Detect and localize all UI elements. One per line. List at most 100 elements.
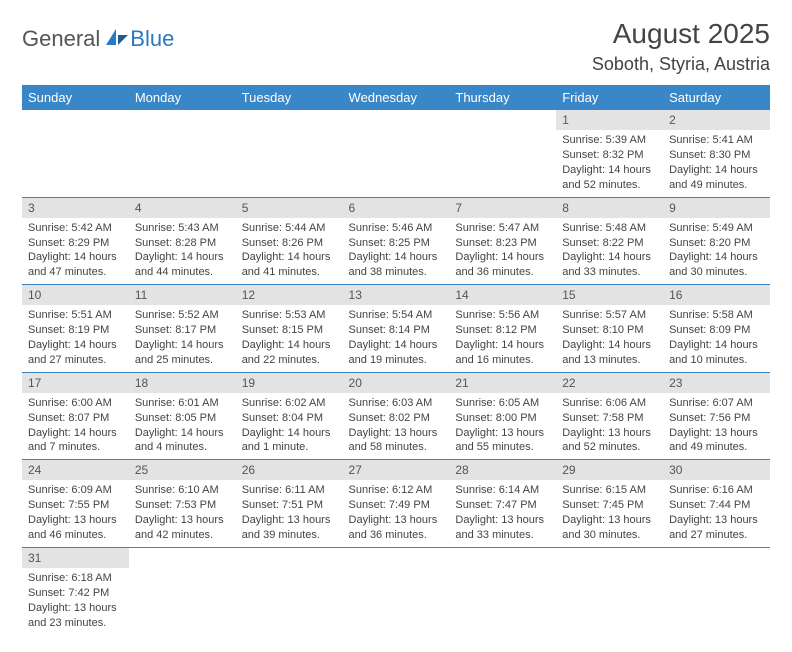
day-detail-line: Sunrise: 6:15 AM (562, 483, 657, 498)
day-detail-line: and 42 minutes. (135, 528, 230, 543)
day-detail-line: Sunset: 7:45 PM (562, 498, 657, 513)
calendar-day-cell (343, 110, 450, 197)
day-detail-line: Sunset: 8:32 PM (562, 148, 657, 163)
day-number: 23 (663, 373, 770, 393)
day-details: Sunrise: 5:56 AMSunset: 8:12 PMDaylight:… (449, 305, 556, 371)
day-details: Sunrise: 6:11 AMSunset: 7:51 PMDaylight:… (236, 480, 343, 546)
day-detail-line: and 47 minutes. (28, 265, 123, 280)
day-detail-line: Sunset: 8:07 PM (28, 411, 123, 426)
calendar-day-cell: 24Sunrise: 6:09 AMSunset: 7:55 PMDayligh… (22, 460, 129, 548)
day-details: Sunrise: 5:58 AMSunset: 8:09 PMDaylight:… (663, 305, 770, 371)
day-detail-line: Sunrise: 6:10 AM (135, 483, 230, 498)
calendar-day-cell (556, 547, 663, 634)
calendar-day-cell (449, 110, 556, 197)
page-title: August 2025 (592, 18, 770, 50)
day-detail-line: Sunset: 8:22 PM (562, 236, 657, 251)
weekday-header: Sunday (22, 85, 129, 110)
calendar-day-cell: 20Sunrise: 6:03 AMSunset: 8:02 PMDayligh… (343, 372, 450, 460)
logo-text-general: General (22, 26, 100, 52)
day-detail-line: Sunrise: 5:51 AM (28, 308, 123, 323)
day-details: Sunrise: 6:07 AMSunset: 7:56 PMDaylight:… (663, 393, 770, 459)
calendar-day-cell: 29Sunrise: 6:15 AMSunset: 7:45 PMDayligh… (556, 460, 663, 548)
day-number: 2 (663, 110, 770, 130)
day-detail-line: and 10 minutes. (669, 353, 764, 368)
day-detail-line: Daylight: 13 hours (562, 426, 657, 441)
day-detail-line: and 41 minutes. (242, 265, 337, 280)
day-details: Sunrise: 5:42 AMSunset: 8:29 PMDaylight:… (22, 218, 129, 284)
header: General Blue August 2025 Soboth, Styria,… (22, 18, 770, 75)
day-detail-line: Sunrise: 6:11 AM (242, 483, 337, 498)
day-number: 21 (449, 373, 556, 393)
day-number: 19 (236, 373, 343, 393)
day-details: Sunrise: 6:16 AMSunset: 7:44 PMDaylight:… (663, 480, 770, 546)
day-details: Sunrise: 5:53 AMSunset: 8:15 PMDaylight:… (236, 305, 343, 371)
day-detail-line: Daylight: 13 hours (349, 426, 444, 441)
day-detail-line: Sunset: 7:58 PM (562, 411, 657, 426)
day-details: Sunrise: 5:39 AMSunset: 8:32 PMDaylight:… (556, 130, 663, 196)
day-number: 9 (663, 198, 770, 218)
day-detail-line: Daylight: 14 hours (349, 250, 444, 265)
day-detail-line: Sunrise: 6:00 AM (28, 396, 123, 411)
day-number: 18 (129, 373, 236, 393)
day-detail-line: Daylight: 13 hours (135, 513, 230, 528)
calendar-day-cell: 3Sunrise: 5:42 AMSunset: 8:29 PMDaylight… (22, 197, 129, 285)
day-detail-line: Sunrise: 5:41 AM (669, 133, 764, 148)
day-number: 1 (556, 110, 663, 130)
day-detail-line: Sunset: 8:25 PM (349, 236, 444, 251)
day-detail-line: and 33 minutes. (455, 528, 550, 543)
day-detail-line: Sunrise: 5:44 AM (242, 221, 337, 236)
day-detail-line: and 25 minutes. (135, 353, 230, 368)
calendar-day-cell: 1Sunrise: 5:39 AMSunset: 8:32 PMDaylight… (556, 110, 663, 197)
calendar-day-cell: 27Sunrise: 6:12 AMSunset: 7:49 PMDayligh… (343, 460, 450, 548)
day-detail-line: Daylight: 13 hours (669, 513, 764, 528)
day-detail-line: Sunrise: 5:48 AM (562, 221, 657, 236)
calendar-table: SundayMondayTuesdayWednesdayThursdayFrid… (22, 85, 770, 634)
day-detail-line: Daylight: 13 hours (669, 426, 764, 441)
calendar-week-row: 17Sunrise: 6:00 AMSunset: 8:07 PMDayligh… (22, 372, 770, 460)
logo: General Blue (22, 26, 174, 52)
day-detail-line: Daylight: 14 hours (135, 426, 230, 441)
weekday-header: Monday (129, 85, 236, 110)
calendar-day-cell: 23Sunrise: 6:07 AMSunset: 7:56 PMDayligh… (663, 372, 770, 460)
day-detail-line: and 52 minutes. (562, 440, 657, 455)
day-detail-line: and 52 minutes. (562, 178, 657, 193)
calendar-day-cell: 12Sunrise: 5:53 AMSunset: 8:15 PMDayligh… (236, 285, 343, 373)
day-details: Sunrise: 6:12 AMSunset: 7:49 PMDaylight:… (343, 480, 450, 546)
calendar-day-cell (663, 547, 770, 634)
day-detail-line: Sunrise: 5:43 AM (135, 221, 230, 236)
calendar-day-cell: 25Sunrise: 6:10 AMSunset: 7:53 PMDayligh… (129, 460, 236, 548)
day-number: 15 (556, 285, 663, 305)
calendar-day-cell: 7Sunrise: 5:47 AMSunset: 8:23 PMDaylight… (449, 197, 556, 285)
day-detail-line: Daylight: 14 hours (562, 250, 657, 265)
day-detail-line: and 33 minutes. (562, 265, 657, 280)
day-detail-line: Sunrise: 6:01 AM (135, 396, 230, 411)
day-details: Sunrise: 5:52 AMSunset: 8:17 PMDaylight:… (129, 305, 236, 371)
day-detail-line: Sunset: 8:04 PM (242, 411, 337, 426)
day-detail-line: Sunrise: 6:05 AM (455, 396, 550, 411)
day-detail-line: Sunrise: 5:42 AM (28, 221, 123, 236)
calendar-day-cell (236, 110, 343, 197)
day-detail-line: and 58 minutes. (349, 440, 444, 455)
day-details: Sunrise: 6:01 AMSunset: 8:05 PMDaylight:… (129, 393, 236, 459)
day-detail-line: Sunset: 8:09 PM (669, 323, 764, 338)
day-detail-line: Sunrise: 6:16 AM (669, 483, 764, 498)
day-detail-line: and 55 minutes. (455, 440, 550, 455)
weekday-header: Saturday (663, 85, 770, 110)
day-detail-line: Sunset: 8:05 PM (135, 411, 230, 426)
day-details: Sunrise: 5:41 AMSunset: 8:30 PMDaylight:… (663, 130, 770, 196)
day-detail-line: Sunrise: 6:18 AM (28, 571, 123, 586)
day-detail-line: Sunset: 8:14 PM (349, 323, 444, 338)
day-detail-line: Sunrise: 6:09 AM (28, 483, 123, 498)
sail-icon (104, 27, 130, 52)
day-detail-line: Sunrise: 5:46 AM (349, 221, 444, 236)
day-details: Sunrise: 6:06 AMSunset: 7:58 PMDaylight:… (556, 393, 663, 459)
day-details: Sunrise: 5:46 AMSunset: 8:25 PMDaylight:… (343, 218, 450, 284)
day-detail-line: Daylight: 14 hours (562, 338, 657, 353)
day-detail-line: Sunset: 7:47 PM (455, 498, 550, 513)
day-detail-line: Daylight: 13 hours (28, 601, 123, 616)
day-number: 22 (556, 373, 663, 393)
calendar-day-cell: 31Sunrise: 6:18 AMSunset: 7:42 PMDayligh… (22, 547, 129, 634)
title-block: August 2025 Soboth, Styria, Austria (592, 18, 770, 75)
day-detail-line: Daylight: 14 hours (28, 250, 123, 265)
day-detail-line: Sunrise: 5:49 AM (669, 221, 764, 236)
